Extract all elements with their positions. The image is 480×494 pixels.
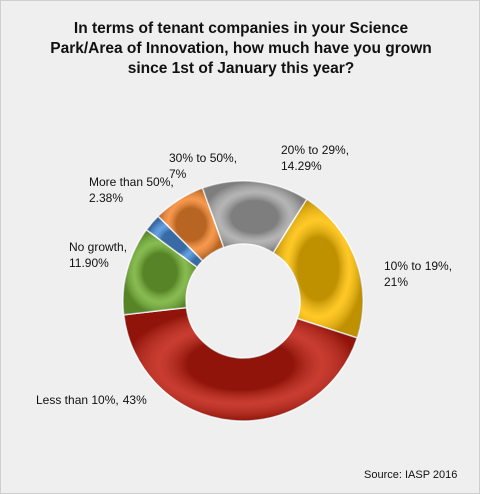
slice-value-label: 7% bbox=[169, 167, 187, 181]
slice-label: Less than 10%, bbox=[36, 393, 119, 407]
slice-value-label: 14.29% bbox=[281, 159, 322, 173]
slice-value-label: 43% bbox=[123, 393, 147, 407]
slice-value-label: 21% bbox=[384, 275, 408, 289]
chart-title: In terms of tenant companies in your Sci… bbox=[50, 20, 432, 77]
slice-label: No growth, bbox=[69, 240, 127, 254]
slice-label: More than 50%, bbox=[89, 175, 174, 189]
source: Source: IASP 2016 bbox=[364, 469, 457, 481]
slice-label: 20% to 29%, bbox=[281, 143, 349, 157]
slice-value-label: 2.38% bbox=[89, 191, 123, 205]
slice-label: 10% to 19%, bbox=[384, 259, 452, 273]
slice-label: 30% to 50%, bbox=[169, 151, 237, 165]
slice-value-label: 11.90% bbox=[69, 256, 109, 270]
